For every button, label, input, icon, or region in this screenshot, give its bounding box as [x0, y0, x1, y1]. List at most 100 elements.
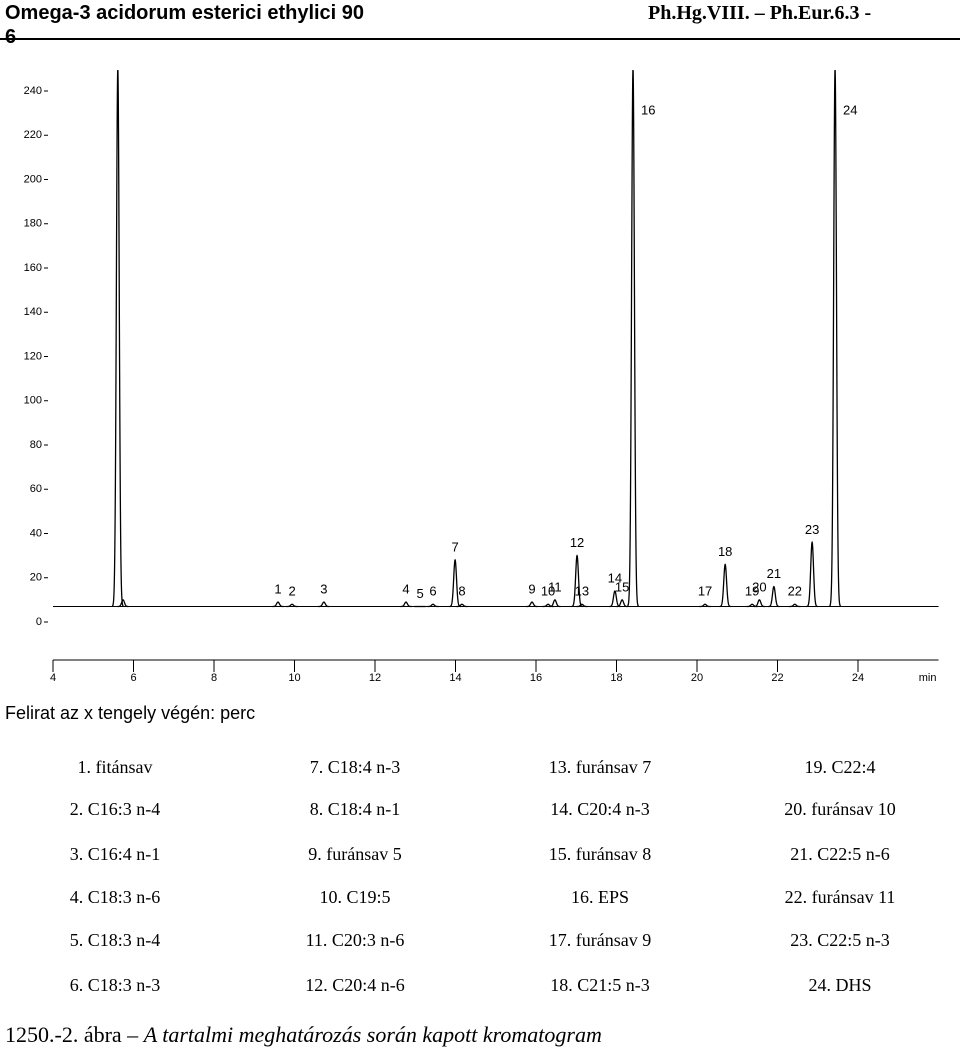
- legend-entry: 13. furánsav 7: [548, 757, 652, 777]
- peak: [768, 585, 780, 608]
- y-tick-label: 100: [24, 395, 42, 407]
- y-tick-label: 60: [30, 483, 42, 495]
- caption-number: 1250.-2. ábra –: [5, 1022, 139, 1047]
- legend-entry: 5. C18:3 n-4: [69, 930, 161, 950]
- legend-entry: 15. furánsav 8: [548, 844, 652, 864]
- peak-label: 17: [698, 584, 712, 599]
- legend-entry: 19. C22:4: [804, 757, 876, 777]
- legend-entry: 6. C18:3 n-3: [69, 975, 161, 995]
- plot-area: [53, 70, 939, 608]
- peak-label: 9: [528, 582, 535, 597]
- peak: [616, 599, 628, 608]
- peak-label: 16: [641, 102, 655, 117]
- x-tick-label: 14: [449, 672, 461, 684]
- x-tick-label: 6: [130, 672, 136, 684]
- peak: [806, 540, 818, 608]
- peak: [449, 558, 461, 608]
- peak-label: 13: [575, 584, 589, 599]
- y-tick-label: 180: [24, 218, 42, 230]
- peak-label: 1: [274, 582, 281, 597]
- legend-entry: 8. C18:4 n-1: [309, 799, 401, 819]
- caption-text: A tartalmi meghatározás során kapott kro…: [143, 1022, 602, 1047]
- peak: [719, 563, 731, 608]
- y-tick-label: 160: [24, 262, 42, 274]
- y-tick-label: 220: [24, 129, 42, 141]
- y-tick-label: 40: [30, 527, 42, 539]
- peak-label: 7: [451, 539, 458, 554]
- peak: [829, 70, 842, 607]
- peak-label: 15: [615, 579, 629, 594]
- legend-entry: 16. EPS: [570, 887, 630, 907]
- y-tick-label: 140: [24, 306, 42, 318]
- y-tick-label: 200: [24, 173, 42, 185]
- peak: [117, 599, 129, 608]
- peak: [427, 603, 439, 608]
- x-tick-label: 24: [852, 672, 864, 684]
- legend-entry: 14. C20:4 n-3: [550, 799, 650, 819]
- peak: [318, 601, 330, 608]
- peak-label: 14: [608, 570, 622, 585]
- legend-entry: 18. C21:5 n-3: [550, 975, 650, 995]
- peak-label: 2: [288, 584, 295, 599]
- legend-entry: 4. C18:3 n-6: [69, 887, 161, 907]
- peak: [111, 70, 124, 607]
- legend-entry: 2. C16:3 n-4: [69, 799, 161, 819]
- legend-entry: 3. C16:4 n-1: [69, 844, 161, 864]
- legend-entry: 21. C22:5 n-6: [790, 844, 890, 864]
- legend-entry: 23. C22:5 n-3: [790, 930, 890, 950]
- peak: [789, 603, 801, 608]
- header-rule: [0, 38, 960, 40]
- peak: [699, 603, 711, 608]
- peak-label: 23: [805, 522, 819, 537]
- legend-entry: 22. furánsav 11: [784, 887, 896, 907]
- peak-label: 22: [788, 584, 802, 599]
- y-tick-label: 0: [36, 616, 42, 628]
- peak: [456, 603, 468, 608]
- header-reference: Ph.Hg.VIII. – Ph.Eur.6.3 -: [648, 2, 872, 24]
- peak-label: 18: [718, 544, 732, 559]
- x-tick-label: 20: [691, 672, 703, 684]
- x-tick-label: 10: [288, 672, 300, 684]
- peak-label: 8: [458, 584, 465, 599]
- peak-label: 21: [767, 566, 781, 581]
- axis-note: Felirat az x tengely végén: perc: [5, 703, 256, 723]
- figure-caption: 1250.-2. ábra – A tartalmi meghatározás …: [5, 1022, 602, 1048]
- y-tick-label: 20: [30, 572, 42, 584]
- peak-label: 6: [429, 584, 436, 599]
- y-tick-label: 240: [24, 85, 42, 97]
- peak: [526, 601, 538, 608]
- legend-entry: 24. DHS: [808, 975, 872, 995]
- legend-entry: 11. C20:3 n-6: [305, 930, 405, 950]
- x-tick-label: 18: [610, 672, 622, 684]
- legend-entry: 1. fitánsav: [77, 757, 153, 777]
- y-tick-label: 80: [30, 439, 42, 451]
- peak-label: 24: [843, 102, 857, 117]
- peak-label: 11: [548, 579, 562, 594]
- peak-label: 19: [745, 584, 759, 599]
- peak: [549, 599, 561, 608]
- x-tick-label: 12: [369, 672, 381, 684]
- y-tick-label: 120: [24, 350, 42, 362]
- peak: [286, 603, 298, 608]
- legend-entry: 7. C18:4 n-3: [309, 757, 401, 777]
- legend-entry: 12. C20:4 n-6: [305, 975, 405, 995]
- legend-entry: 10. C19:5: [319, 887, 391, 907]
- legend-entry: 20. furánsav 10: [784, 799, 896, 819]
- peak: [400, 601, 412, 608]
- peak: [272, 601, 284, 608]
- x-tick-label: 4: [50, 672, 56, 684]
- peak: [753, 599, 766, 608]
- x-tick-label: 16: [530, 672, 542, 684]
- header-reference-wrap: 6: [5, 26, 17, 48]
- peak-label: 20: [752, 579, 766, 594]
- peak-label: 12: [570, 535, 584, 550]
- peak-label: 10: [541, 584, 555, 599]
- x-tick-label: 22: [771, 672, 783, 684]
- legend-entry: 17. furánsav 9: [548, 930, 652, 950]
- peak-label: 4: [402, 582, 409, 597]
- legend-entry: 9. furánsav 5: [308, 844, 402, 864]
- peak-label: 3: [320, 582, 327, 597]
- x-tick-label: 8: [211, 672, 217, 684]
